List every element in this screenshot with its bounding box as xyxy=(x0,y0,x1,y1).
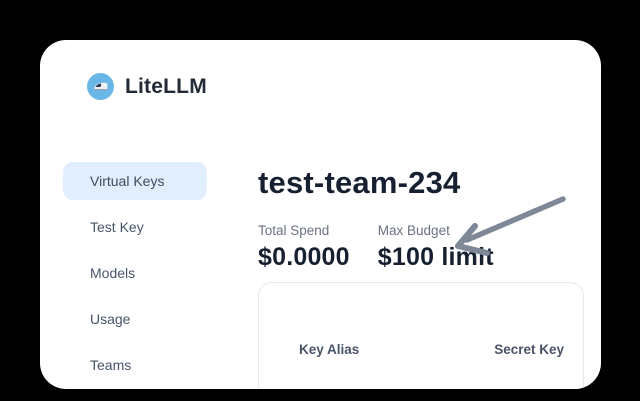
keys-table-card: Key Alias Secret Key xyxy=(258,282,584,389)
litellm-logo[interactable]: LiteLLM xyxy=(87,73,207,100)
sidebar-item-test-key[interactable]: Test Key xyxy=(63,208,207,246)
column-header-secret-key: Secret Key xyxy=(494,342,564,357)
sidebar-item-label: Models xyxy=(90,265,136,281)
stat-value: $100 limit xyxy=(377,243,494,271)
sidebar: Virtual Keys Test Key Models Usage Teams xyxy=(63,162,207,389)
stat-label: Max Budget xyxy=(377,223,450,238)
sidebar-item-label: Usage xyxy=(90,311,131,327)
stat-max-budget: Max Budget $100 limit xyxy=(378,223,494,272)
logo-wordmark: LiteLLM xyxy=(125,74,207,98)
bullet-train-icon xyxy=(87,73,114,100)
keys-table-header-row: Key Alias Secret Key xyxy=(299,342,564,357)
column-header-key-alias: Key Alias xyxy=(299,342,360,357)
stat-label: Total Spend xyxy=(258,223,330,238)
sidebar-item-usage[interactable]: Usage xyxy=(63,300,207,338)
stat-total-spend: Total Spend $0.0000 xyxy=(258,223,350,272)
sidebar-item-teams[interactable]: Teams xyxy=(63,346,207,384)
sidebar-item-label: Test Key xyxy=(90,219,144,235)
sidebar-item-label: Teams xyxy=(90,357,132,373)
sidebar-item-label: Virtual Keys xyxy=(90,173,165,189)
sidebar-item-virtual-keys[interactable]: Virtual Keys xyxy=(63,162,207,200)
team-stats: Total Spend $0.0000 Max Budget $100 limi… xyxy=(258,223,494,272)
stat-value: $0.0000 xyxy=(258,243,350,271)
sidebar-item-models[interactable]: Models xyxy=(63,254,207,292)
app-window: LiteLLM Virtual Keys Test Key Models Usa… xyxy=(40,40,601,389)
team-title: test-team-234 xyxy=(258,165,461,200)
